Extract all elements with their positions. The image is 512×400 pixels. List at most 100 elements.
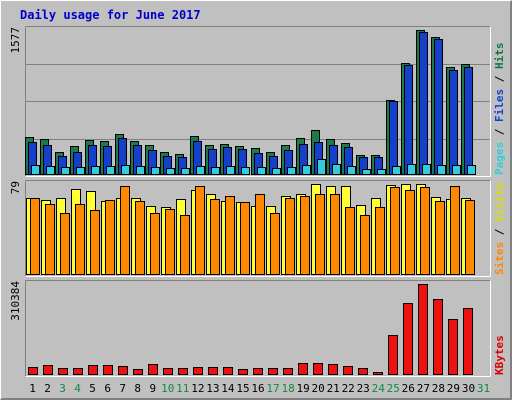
panel-middle-max-label: 79 <box>9 181 22 194</box>
bar-sites-day-18 <box>285 198 295 275</box>
day-label-30: 30 <box>462 382 475 395</box>
day-label-9: 9 <box>149 382 156 395</box>
day-label-16: 16 <box>251 382 264 395</box>
day-label-29: 29 <box>447 382 460 395</box>
bar-sites-day-11 <box>180 215 190 275</box>
bar-kbytes-day-18 <box>283 368 293 375</box>
bar-sites-day-26 <box>405 190 415 275</box>
bar-kbytes-day-12 <box>193 367 203 375</box>
bar-pages-day-10 <box>166 168 175 175</box>
panel-top-max-label: 1577 <box>9 27 22 54</box>
bar-sites-day-21 <box>330 194 340 275</box>
series-pages <box>31 159 476 175</box>
bar-pages-day-23 <box>362 169 371 175</box>
bar-pages-day-15 <box>241 167 250 175</box>
bar-sites-day-14 <box>225 196 235 275</box>
bar-kbytes-day-17 <box>268 368 278 375</box>
day-label-10: 10 <box>161 382 174 395</box>
bar-kbytes-day-25 <box>388 335 398 375</box>
legend-entry: / <box>493 122 506 142</box>
bar-sites-day-7 <box>120 186 130 275</box>
bar-sites-day-19 <box>300 196 310 275</box>
day-label-14: 14 <box>221 382 235 395</box>
bar-pages-day-7 <box>121 165 130 175</box>
bar-kbytes-day-20 <box>313 363 323 375</box>
bar-kbytes-day-1 <box>28 367 38 375</box>
chart-panels: 1577 Pages / Files / Hits 79 Sites / Visits… <box>9 26 506 377</box>
legend-entry: / <box>493 69 506 89</box>
bar-pages-day-9 <box>151 167 160 175</box>
bar-pages-day-13 <box>211 167 220 175</box>
day-label-11: 11 <box>176 382 189 395</box>
bar-sites-day-1 <box>30 198 40 275</box>
bar-kbytes-day-23 <box>358 368 368 375</box>
day-label-7: 7 <box>119 382 126 395</box>
legend-entry: Pages <box>493 142 506 175</box>
series-files <box>28 32 473 175</box>
bar-pages-day-12 <box>196 166 205 175</box>
bar-pages-day-29 <box>452 165 461 175</box>
bar-kbytes-day-22 <box>343 366 353 375</box>
bar-kbytes-day-8 <box>133 369 143 375</box>
bar-pages-day-21 <box>332 164 341 175</box>
bar-pages-day-30 <box>467 165 476 175</box>
bar-files-day-27 <box>419 32 428 175</box>
bar-pages-day-28 <box>437 165 446 175</box>
bar-files-day-25 <box>389 101 398 175</box>
panel-top-legend: Pages / Files / Hits <box>493 43 506 176</box>
bar-sites-day-24 <box>375 207 385 275</box>
day-label-18: 18 <box>281 382 294 395</box>
bar-kbytes-day-15 <box>238 369 248 375</box>
bar-sites-day-6 <box>105 200 115 275</box>
legend-entry: Files <box>493 89 506 122</box>
panel-middle-legend: Sites / Visits <box>493 182 506 275</box>
bar-files-day-28 <box>434 39 443 175</box>
day-label-22: 22 <box>342 382 355 395</box>
x-axis-day-labels: 1 2 3 4 5 6 7 8 9 10 11 12 13 14 15 16 17 18 19 20 21 22 23 24 2… <box>29 382 490 395</box>
day-label-1: 1 <box>29 382 36 395</box>
bar-pages-day-14 <box>226 166 235 175</box>
bar-pages-day-17 <box>272 168 281 175</box>
bar-kbytes-day-2 <box>43 365 53 375</box>
bar-sites-day-20 <box>315 194 325 275</box>
day-label-31: 31 <box>477 382 490 395</box>
bar-kbytes-day-28 <box>433 299 443 375</box>
bar-pages-day-20 <box>317 159 326 175</box>
bar-sites-day-30 <box>465 200 475 275</box>
series-sites <box>30 186 475 275</box>
bar-kbytes-day-27 <box>418 284 428 375</box>
day-label-2: 2 <box>44 382 51 395</box>
bar-pages-day-18 <box>287 167 296 175</box>
day-label-19: 19 <box>296 382 309 395</box>
bar-pages-day-2 <box>46 166 55 175</box>
day-label-4: 4 <box>74 382 81 395</box>
day-label-28: 28 <box>432 382 445 395</box>
day-label-21: 21 <box>327 382 340 395</box>
bar-files-day-29 <box>449 70 458 175</box>
bar-kbytes-day-4 <box>73 368 83 375</box>
bar-pages-day-4 <box>76 167 85 175</box>
bar-sites-day-5 <box>90 210 100 275</box>
panel-bottom: 310384 KBytes <box>9 280 506 377</box>
bar-kbytes-day-21 <box>328 364 338 375</box>
bar-kbytes-day-29 <box>448 319 458 375</box>
bar-kbytes-day-19 <box>298 363 308 375</box>
chart-title: Daily usage for June 2017 <box>20 8 201 22</box>
bar-kbytes-day-3 <box>58 368 68 375</box>
bar-pages-day-1 <box>31 165 40 175</box>
day-label-27: 27 <box>417 382 430 395</box>
bar-kbytes-day-5 <box>88 365 98 375</box>
day-label-26: 26 <box>402 382 415 395</box>
bar-sites-day-3 <box>60 213 70 275</box>
bar-sites-day-25 <box>390 187 400 275</box>
bar-sites-day-22 <box>345 207 355 275</box>
panel-bottom-max-label: 310384 <box>9 281 22 321</box>
day-label-23: 23 <box>357 382 370 395</box>
bar-sites-day-17 <box>270 213 280 275</box>
bar-sites-day-28 <box>435 201 445 275</box>
day-label-6: 6 <box>104 382 111 395</box>
panel-top: 1577 Pages / Files / Hits <box>9 26 506 177</box>
bar-sites-day-8 <box>135 201 145 275</box>
panel-bottom-background <box>25 280 491 377</box>
